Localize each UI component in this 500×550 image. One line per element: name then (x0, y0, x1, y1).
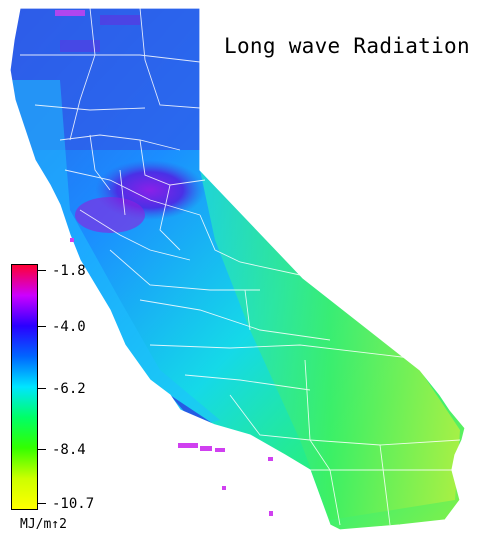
channel-islands (70, 238, 273, 516)
legend-tick-label: -8.4 (52, 442, 86, 458)
legend-tick-label: -6.2 (52, 381, 86, 397)
legend-tick (38, 326, 46, 327)
legend-tick (38, 270, 46, 271)
map-title: Long wave Radiation (224, 34, 470, 58)
legend-color-bar (11, 264, 38, 510)
legend-tick (38, 503, 46, 504)
legend-tick-label: -4.0 (52, 319, 86, 335)
legend-unit-label: MJ/m↑2 (20, 517, 67, 532)
legend-tick-label: -1.8 (52, 263, 86, 279)
county-lines (20, 8, 461, 526)
legend-tick (38, 449, 46, 450)
legend-tick-label: -10.7 (52, 496, 95, 512)
legend-tick (38, 388, 46, 389)
